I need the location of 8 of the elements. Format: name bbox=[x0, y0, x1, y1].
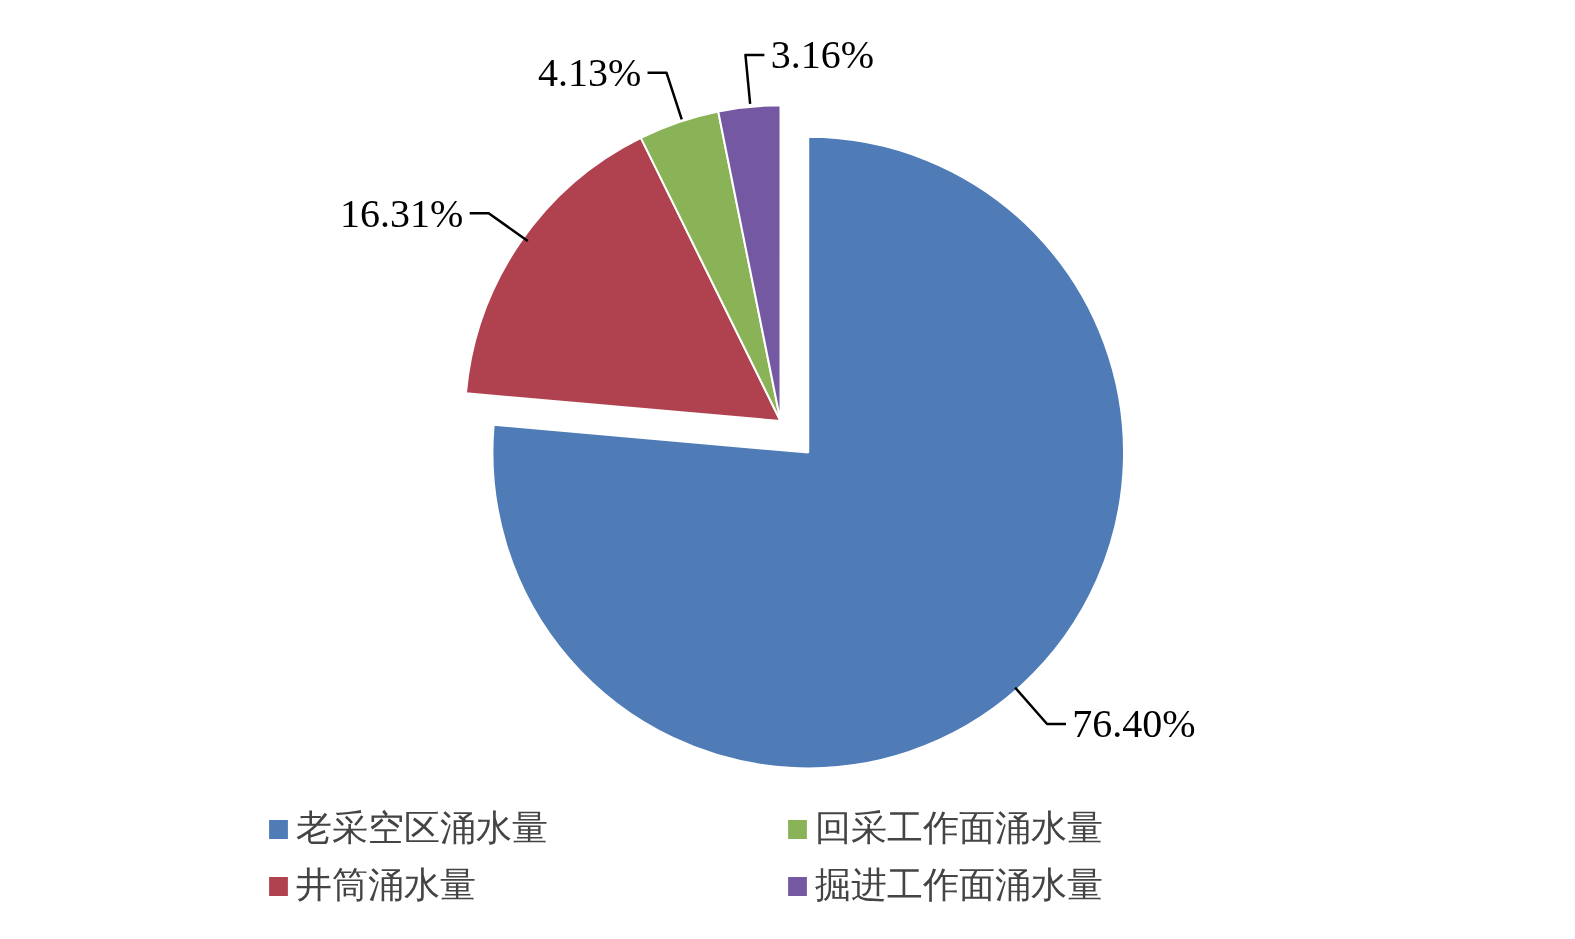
legend-label: 回采工作面涌水量 bbox=[815, 806, 1104, 850]
legend-label: 掘进工作面涌水量 bbox=[815, 863, 1104, 907]
legend-label: 老采空区涌水量 bbox=[296, 806, 549, 850]
data-label: 4.13% bbox=[537, 50, 642, 96]
data-label: 76.40% bbox=[1072, 701, 1196, 747]
legend-label: 井筒涌水量 bbox=[296, 863, 477, 907]
data-label: 16.31% bbox=[340, 190, 464, 236]
data-label: 3.16% bbox=[770, 32, 875, 78]
